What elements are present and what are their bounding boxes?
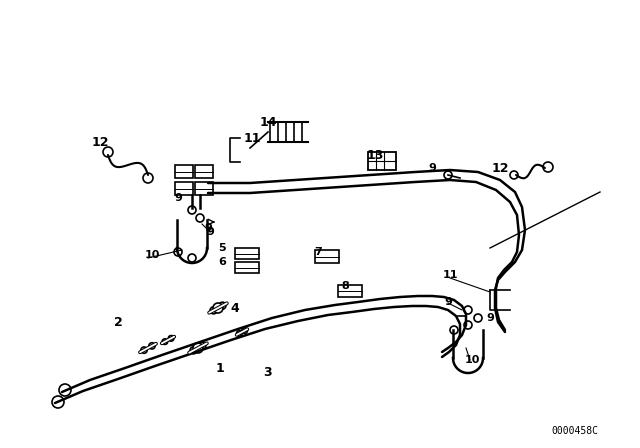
Bar <box>235 262 259 273</box>
Bar <box>315 250 339 263</box>
Text: 0000458C: 0000458C <box>551 426 598 436</box>
Circle shape <box>190 347 197 354</box>
Bar <box>368 152 396 170</box>
Text: 11: 11 <box>442 270 458 280</box>
Text: 9: 9 <box>486 313 494 323</box>
Text: 14: 14 <box>259 116 276 129</box>
Circle shape <box>174 248 182 256</box>
Circle shape <box>213 303 223 313</box>
Bar <box>235 248 259 259</box>
Circle shape <box>188 206 196 214</box>
Text: 9: 9 <box>204 223 212 233</box>
Circle shape <box>210 307 217 314</box>
Circle shape <box>188 254 196 262</box>
Text: 6: 6 <box>218 257 226 267</box>
Bar <box>175 182 193 195</box>
Text: 9: 9 <box>174 193 182 203</box>
Text: 3: 3 <box>264 366 272 379</box>
Text: 9: 9 <box>444 297 452 307</box>
Bar <box>175 165 193 178</box>
Circle shape <box>464 306 472 314</box>
Circle shape <box>193 343 203 353</box>
Text: 10: 10 <box>144 250 160 260</box>
Text: 9: 9 <box>206 227 214 237</box>
Circle shape <box>103 147 113 157</box>
Bar <box>338 285 362 297</box>
Text: 8: 8 <box>341 281 349 291</box>
Text: 13: 13 <box>366 148 384 161</box>
Circle shape <box>149 343 155 349</box>
Text: 9: 9 <box>428 163 436 173</box>
Text: 2: 2 <box>114 315 122 328</box>
Circle shape <box>543 162 553 172</box>
Circle shape <box>59 384 71 396</box>
Circle shape <box>464 321 472 329</box>
Circle shape <box>444 171 452 179</box>
Text: 12: 12 <box>92 135 109 148</box>
Circle shape <box>474 314 482 322</box>
Text: 4: 4 <box>230 302 239 314</box>
Text: 5: 5 <box>218 243 226 253</box>
Circle shape <box>237 331 242 336</box>
Text: 11: 11 <box>243 132 260 145</box>
Circle shape <box>168 336 174 341</box>
Text: 12: 12 <box>492 161 509 175</box>
Circle shape <box>510 171 518 179</box>
Circle shape <box>219 302 226 309</box>
Text: 10: 10 <box>464 355 480 365</box>
Circle shape <box>199 342 206 349</box>
Circle shape <box>143 173 153 183</box>
Bar <box>195 165 213 178</box>
Text: 1: 1 <box>216 362 225 375</box>
Bar <box>195 182 213 195</box>
Circle shape <box>242 328 248 333</box>
Text: 7: 7 <box>314 247 322 257</box>
Circle shape <box>141 347 147 353</box>
Circle shape <box>162 339 168 345</box>
Circle shape <box>52 396 64 408</box>
Circle shape <box>450 326 458 334</box>
Circle shape <box>196 214 204 222</box>
